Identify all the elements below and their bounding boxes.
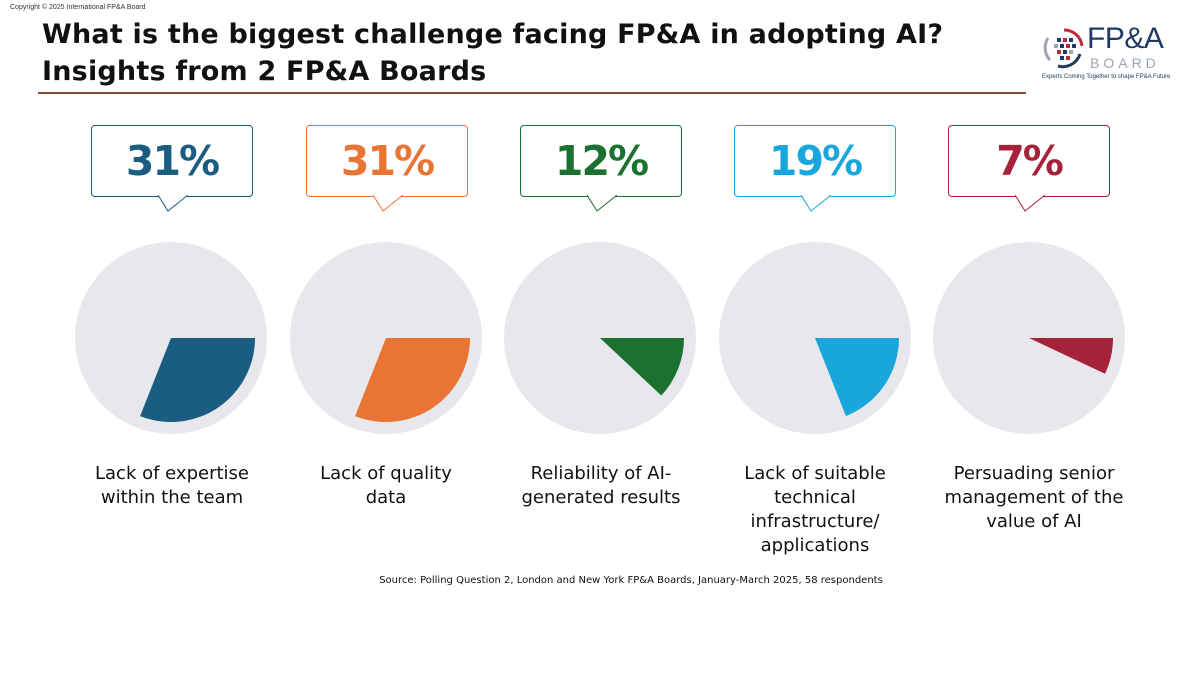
pie-chart: [717, 240, 913, 436]
category-label: Reliability of AI- generated results: [496, 462, 706, 510]
value-bubble: 31%: [306, 125, 468, 197]
category-label-line: data: [281, 486, 491, 510]
bubble-tail: [587, 195, 617, 213]
category-label-line: Reliability of AI-: [496, 462, 706, 486]
category-label-line: within the team: [67, 486, 277, 510]
category-label-line: management of the: [929, 486, 1139, 510]
logo-tagline: Experts Coming Together to shape FP&A Fu…: [1042, 74, 1170, 80]
category-label-line: Lack of quality: [281, 462, 491, 486]
title-line-2: Insights from 2 FP&A Boards: [42, 53, 943, 90]
data-label-value: 12%: [521, 138, 681, 184]
source-note: Source: Polling Question 2, London and N…: [0, 575, 1200, 586]
pie-chart: [288, 240, 484, 436]
category-label-line: technical: [710, 486, 920, 510]
title-divider: [38, 92, 1026, 94]
value-bubble: 12%: [520, 125, 682, 197]
data-label-value: 31%: [307, 138, 467, 184]
logo-swirl-icon: [1040, 24, 1088, 74]
category-label: Lack of quality data: [281, 462, 491, 510]
bubble-tail: [801, 195, 831, 213]
category-label-line: value of AI: [929, 510, 1139, 534]
value-bubble: 19%: [734, 125, 896, 197]
category-label-line: generated results: [496, 486, 706, 510]
pie-chart: [73, 240, 269, 436]
category-label-line: Lack of suitable: [710, 462, 920, 486]
category-label: Lack of expertise within the team: [67, 462, 277, 510]
category-label-line: applications: [710, 534, 920, 558]
value-bubble: 7%: [948, 125, 1110, 197]
logo-board-text: BOARD: [1090, 56, 1160, 70]
value-bubble: 31%: [91, 125, 253, 197]
pie-chart: [502, 240, 698, 436]
copyright-notice: Copyright © 2025 International FP&A Boar…: [10, 4, 146, 11]
bubble-tail: [373, 195, 403, 213]
bubble-tail: [158, 195, 188, 213]
category-label: Persuading senior management of the valu…: [929, 462, 1139, 534]
data-label-value: 19%: [735, 138, 895, 184]
data-label-value: 7%: [949, 138, 1109, 184]
category-label-line: Lack of expertise: [67, 462, 277, 486]
bubble-tail: [1015, 195, 1045, 213]
data-label-value: 31%: [92, 138, 252, 184]
category-label-line: infrastructure/: [710, 510, 920, 534]
category-label-line: Persuading senior: [929, 462, 1139, 486]
pie-chart: [931, 240, 1127, 436]
category-label: Lack of suitable technical infrastructur…: [710, 462, 920, 558]
title-line-1: What is the biggest challenge facing FP&…: [42, 16, 943, 53]
logo-wordmark: FP&A: [1087, 24, 1163, 54]
page-title: What is the biggest challenge facing FP&…: [42, 16, 943, 90]
fpa-board-logo: FP&A BOARD Experts Coming Together to sh…: [1040, 22, 1185, 86]
